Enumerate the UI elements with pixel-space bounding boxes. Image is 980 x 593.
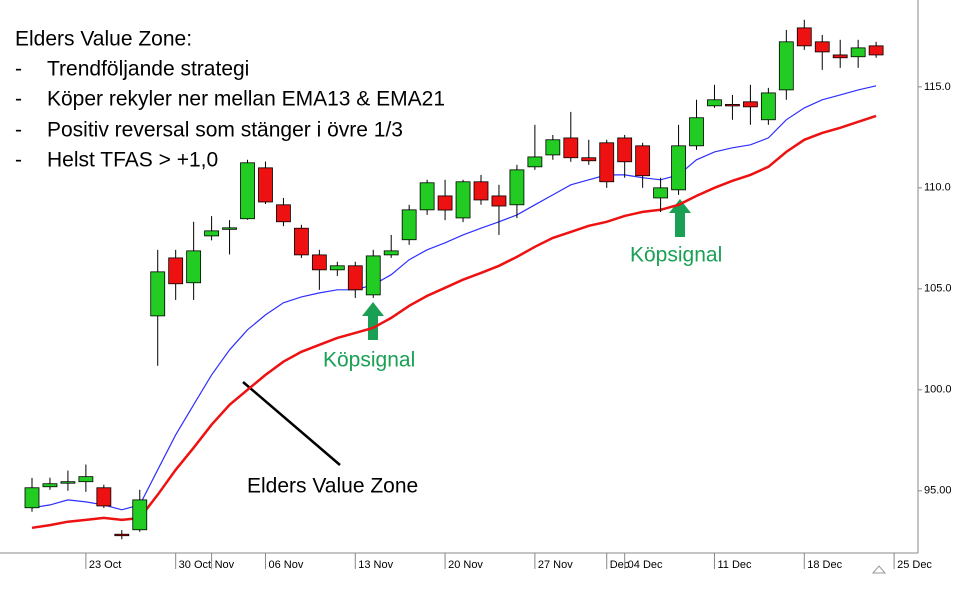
candle-body <box>240 162 255 220</box>
candle-body <box>42 483 58 488</box>
candle-body <box>814 41 830 53</box>
candle-body <box>383 250 399 256</box>
x-tick-label: 30 Oct <box>179 559 211 571</box>
candle-body <box>832 54 848 59</box>
y-tick-label: 115.0 <box>924 81 951 93</box>
pointer-line <box>242 381 341 466</box>
candle-body <box>635 145 651 177</box>
x-tick-label: 13 Nov <box>358 559 393 571</box>
title: Elders Value Zone: <box>15 28 192 51</box>
dash: - <box>15 149 22 172</box>
x-tick-label: 04 Dec <box>628 559 663 571</box>
buy-arrow <box>362 302 384 340</box>
candle-body <box>96 487 112 507</box>
candle-body <box>114 533 130 537</box>
candle-body <box>707 99 722 107</box>
bullet: Trendföljande strategi <box>47 58 249 81</box>
candle-body <box>581 157 597 162</box>
candle-body <box>868 45 884 56</box>
ema-line <box>31 114 877 530</box>
candle-body <box>437 195 453 211</box>
y-tick-label: 105.0 <box>924 283 952 295</box>
candle-body <box>329 265 345 271</box>
candle-body <box>527 156 543 168</box>
bullet: Positiv reversal som stänger i övre 1/3 <box>47 119 403 142</box>
scroll-marker <box>871 565 887 574</box>
candle-body <box>24 487 40 509</box>
candle-body <box>509 169 525 206</box>
y-tick-label: 110.0 <box>924 182 951 194</box>
candle-body <box>617 137 633 163</box>
ema-line <box>31 85 877 511</box>
x-tick-label: 18 Dec <box>807 559 842 571</box>
candle-body <box>311 254 327 271</box>
bullet: Helst TFAS > +1,0 <box>47 149 218 172</box>
candle-body <box>778 41 794 91</box>
dash: - <box>15 119 22 142</box>
candle-body <box>725 104 740 107</box>
candle-body <box>419 182 435 211</box>
candle-body <box>689 117 704 147</box>
x-tick-label: 06 Nov <box>268 559 303 571</box>
y-tick-label: 100.0 <box>924 384 952 396</box>
candle-body <box>78 476 94 483</box>
x-tick-label: 27 Nov <box>538 559 573 571</box>
candle-body <box>491 195 507 207</box>
candle-body <box>132 499 148 531</box>
buy-arrow <box>669 199 691 237</box>
candle-body <box>563 137 579 159</box>
candle-body <box>473 181 489 201</box>
candle-body <box>347 265 363 291</box>
candle-body <box>168 257 184 285</box>
candle-body <box>671 145 686 191</box>
annotation: Köpsignal <box>323 349 415 372</box>
candle-body <box>653 187 668 199</box>
candle-body <box>276 204 291 223</box>
candle-body <box>222 227 237 230</box>
annotation: Köpsignal <box>630 244 722 267</box>
candle-body <box>186 250 202 284</box>
dash: - <box>15 88 22 111</box>
candle-body <box>760 92 776 121</box>
bullet-dashes: - - - - <box>15 58 22 172</box>
bullet: Köper rekyler ner mellan EMA13 & EMA21 <box>47 88 445 111</box>
x-tick-label: 11 Dec <box>717 559 752 571</box>
x-tick-label: 23 Oct <box>89 559 121 571</box>
annotation: Elders Value Zone <box>247 475 418 498</box>
y-tick-label: 95.00 <box>924 485 952 497</box>
candle-body <box>401 209 417 241</box>
candle-body <box>293 227 309 256</box>
x-tick-label: 20 Nov <box>448 559 483 571</box>
candle-body <box>545 139 561 156</box>
candle-body <box>365 255 381 296</box>
candle-body <box>796 27 812 47</box>
candle-body <box>150 271 166 317</box>
candle-body <box>204 230 220 237</box>
candle-body <box>60 481 76 484</box>
candle-body <box>599 142 615 183</box>
candle-body <box>850 47 866 58</box>
candle-body <box>743 101 758 108</box>
candle-body <box>455 181 471 219</box>
x-tick-label: Nov <box>215 559 235 571</box>
x-tick-label: 25 Dec <box>897 559 932 571</box>
dash: - <box>15 58 22 81</box>
candle-body <box>258 167 273 203</box>
